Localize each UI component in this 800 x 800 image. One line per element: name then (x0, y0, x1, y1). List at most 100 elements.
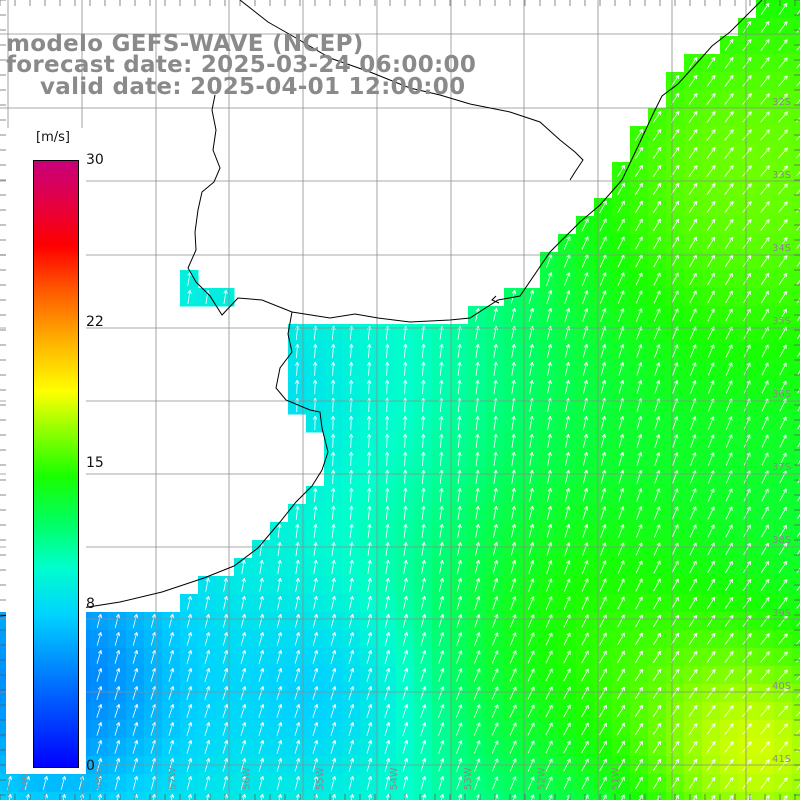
wind-arrow (670, 632, 680, 646)
wind-arrow (652, 110, 662, 124)
wind-arrow (473, 668, 481, 682)
wind-arrow (348, 740, 355, 754)
wind-arrow (294, 740, 301, 754)
wind-arrow (563, 650, 571, 664)
speed-cell (792, 720, 800, 739)
wind-arrow (385, 505, 390, 521)
wind-arrow (795, 153, 800, 159)
wind-arrow (384, 451, 390, 467)
wind-arrow (636, 452, 643, 466)
wind-arrow (186, 650, 193, 664)
wind-arrow (582, 308, 589, 322)
wind-arrow (493, 343, 498, 358)
wind-arrow (617, 182, 625, 196)
wind-arrow (706, 129, 716, 141)
wind-arrow (599, 218, 607, 232)
wind-arrow (367, 523, 372, 538)
wind-arrow (779, 380, 787, 394)
wind-arrow (187, 289, 192, 304)
wind-arrow (548, 794, 553, 800)
wind-arrow (330, 775, 337, 790)
wind-arrow (348, 704, 355, 718)
wind-arrow (616, 704, 626, 718)
wind-arrow (294, 668, 301, 682)
wind-arrow (654, 434, 661, 448)
wind-arrow (635, 218, 643, 232)
wind-arrow (581, 578, 589, 592)
wind-arrow (402, 433, 408, 449)
wind-arrow (277, 523, 282, 538)
wind-arrow (582, 488, 589, 502)
wind-arrow (457, 433, 462, 449)
speed-cell (630, 792, 649, 800)
axis-labels: 59W 58W 57W 56W 55W 54W 53W 52W 51W 32S 33S 34S 35S 3… (20, 97, 791, 790)
wind-arrow (349, 595, 354, 610)
speed-cell (792, 234, 800, 253)
wind-arrow (778, 669, 788, 681)
wind-arrow (778, 687, 789, 699)
wind-arrow (706, 200, 716, 213)
wind-arrow (671, 560, 679, 574)
wind-arrow (259, 577, 264, 592)
wind-arrow (636, 416, 643, 430)
model-title: modelo GEFS-WAVE (NCEP) (6, 31, 364, 57)
wind-arrow (618, 452, 625, 466)
wind-arrow (366, 451, 372, 467)
wind-arrow (600, 415, 606, 430)
wind-arrow (331, 343, 336, 359)
wind-arrow (511, 343, 516, 358)
wind-arrow (761, 524, 769, 538)
wind-arrow (654, 416, 661, 430)
wind-arrow (796, 261, 800, 267)
wind-arrow (258, 686, 265, 700)
wind-arrow (599, 668, 607, 682)
wind-arrow (582, 344, 589, 358)
speed-cell (684, 792, 703, 800)
wind-arrow (385, 361, 390, 377)
wind-arrow (349, 577, 354, 592)
wind-arrow (349, 487, 354, 503)
wind-arrow (457, 505, 462, 520)
wind-arrow (474, 776, 481, 790)
wind-arrow (654, 488, 661, 502)
wind-arrow (796, 567, 800, 573)
wind-arrow (778, 147, 789, 159)
wind-arrow (222, 740, 229, 754)
wind-arrow (797, 513, 800, 520)
wind-arrow (600, 470, 607, 484)
wind-arrow (348, 722, 355, 736)
wind-arrow (690, 380, 697, 394)
wind-arrow (618, 344, 625, 358)
wind-arrow (599, 596, 607, 610)
wind-arrow (760, 777, 770, 789)
wind-arrow (653, 614, 661, 628)
wind-arrow (706, 687, 716, 699)
wind-arrow (204, 722, 211, 736)
wind-arrow (258, 632, 265, 646)
wind-arrow (654, 452, 661, 466)
wind-arrow (778, 272, 788, 286)
wind-arrow (456, 632, 463, 646)
speed-cell (792, 0, 800, 19)
wind-arrow (529, 379, 534, 394)
wind-arrow (706, 723, 716, 735)
wind-arrow (258, 613, 264, 628)
wind-arrow (724, 578, 734, 592)
wind-arrow (636, 308, 643, 322)
wind-arrow (546, 524, 553, 538)
wind-arrow (760, 723, 770, 735)
wind-arrow (421, 577, 426, 592)
wind-arrow (493, 361, 498, 376)
wind-arrow (760, 741, 770, 753)
wind-arrow (706, 93, 716, 105)
wind-arrow (760, 111, 770, 123)
wind-arrow (545, 686, 553, 700)
wind-arrow (581, 632, 589, 646)
wind-arrow (475, 487, 480, 502)
wind-arrow (778, 183, 788, 195)
wind-arrow (204, 740, 211, 754)
wind-arrow (634, 146, 644, 160)
wind-arrow (729, 794, 734, 800)
